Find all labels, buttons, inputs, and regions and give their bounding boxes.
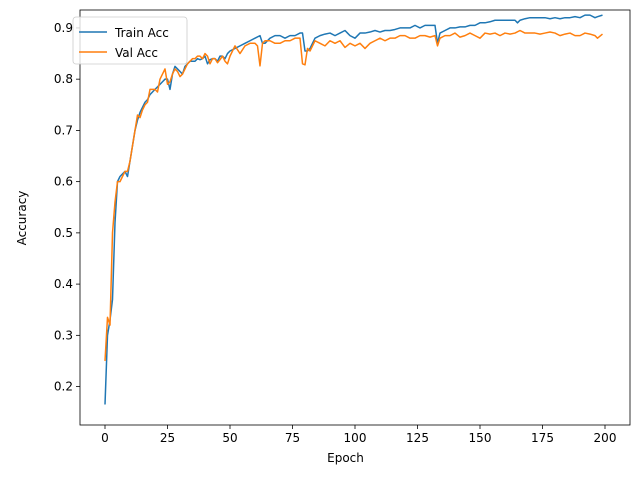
x-tick-label: 25 (160, 431, 175, 445)
y-tick-label: 0.5 (54, 226, 73, 240)
legend-label-train-acc: Train Acc (114, 26, 169, 40)
y-tick-label: 0.9 (54, 21, 73, 35)
x-tick-label: 175 (531, 431, 554, 445)
plot-lines (104, 14, 603, 405)
x-axis-ticks: 0 25 50 75 100 125 150 175 200 (101, 425, 616, 445)
y-axis-ticks: 0.2 0.3 0.4 0.5 0.6 0.7 0.8 0.9 (54, 21, 80, 394)
y-tick-label: 0.8 (54, 72, 73, 86)
legend-label-val-acc: Val Acc (115, 46, 158, 60)
series-line-val-acc (104, 29, 603, 362)
y-axis-label: Accuracy (15, 191, 29, 246)
y-tick-label: 0.6 (54, 175, 73, 189)
y-tick-label: 0.3 (54, 328, 73, 342)
x-tick-label: 125 (406, 431, 429, 445)
x-tick-label: 100 (344, 431, 367, 445)
x-tick-label: 200 (594, 431, 617, 445)
x-tick-label: 0 (101, 431, 109, 445)
x-axis-label: Epoch (327, 451, 364, 465)
y-tick-label: 0.7 (54, 123, 73, 137)
legend: Train Acc Val Acc (72, 16, 188, 65)
y-tick-label: 0.4 (54, 277, 73, 291)
x-tick-label: 75 (285, 431, 300, 445)
series-line-train-acc (104, 14, 603, 405)
y-tick-label: 0.2 (54, 380, 73, 394)
x-tick-label: 50 (222, 431, 237, 445)
x-tick-label: 150 (469, 431, 492, 445)
